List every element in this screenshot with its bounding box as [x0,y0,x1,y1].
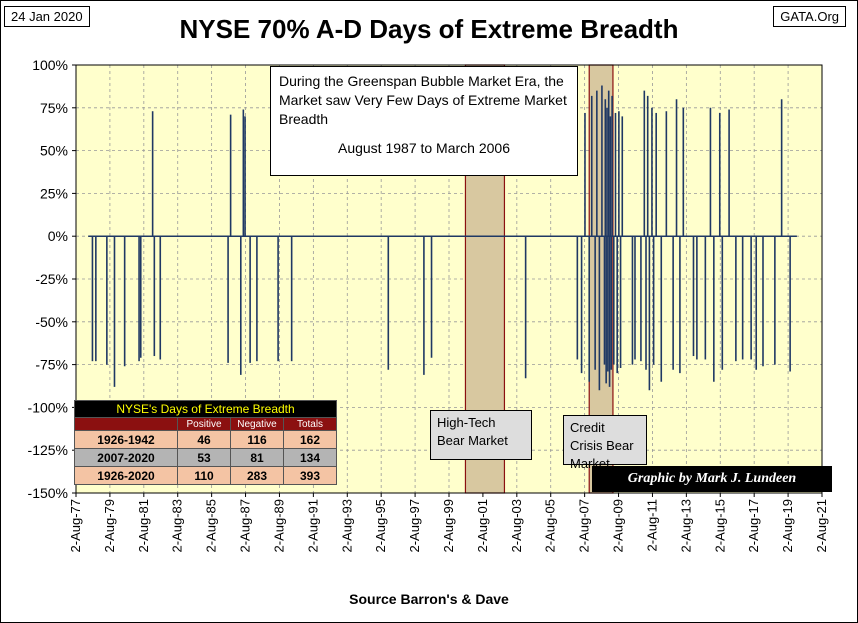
high-tech-bear-label: High-Tech Bear Market [430,410,532,460]
y-tick-label: 50% [40,143,68,159]
date-label: 24 Jan 2020 [4,6,90,27]
table-cell-period: 2007-2020 [74,448,178,467]
x-tick-label: 2-Aug-07 [577,499,592,552]
x-axis-label: Source Barron's & Dave [349,591,509,607]
x-tick-label: 2-Aug-19 [780,499,795,552]
x-tick-label: 2-Aug-89 [271,499,286,552]
table-cell-period: 1926-1942 [74,430,178,449]
breadth-table: NYSE's Days of Extreme Breadth Positive … [74,400,337,485]
table-cell-positive: 53 [177,448,231,467]
table-cell-totals: 162 [283,430,337,449]
table-row: 2007-2020 53 81 134 [74,448,337,467]
x-tick-label: 2-Aug-05 [543,499,558,552]
table-header-period [74,417,178,431]
annotation-period: August 1987 to March 2006 [337,140,510,156]
annotation-box: During the Greenspan Bubble Market Era, … [270,66,578,176]
x-tick-label: 2-Aug-93 [339,499,354,552]
y-tick-label: 100% [32,57,68,73]
table-header-positive: Positive [177,417,231,431]
table-header-row: Positive Negative Totals [74,417,337,431]
table-row: 1926-2020 110 283 393 [74,466,337,485]
annotation-text: During the Greenspan Bubble Market Era, … [279,73,567,127]
table-cell-period: 1926-2020 [74,466,178,485]
y-tick-label: 0% [48,228,68,244]
table-title: NYSE's Days of Extreme Breadth [74,400,337,418]
x-tick-label: 2-Aug-13 [678,499,693,552]
table-row: 1926-1942 46 116 162 [74,430,337,449]
x-tick-label: 2-Aug-79 [102,499,117,552]
x-tick-label: 2-Aug-83 [170,499,185,552]
x-tick-label: 2-Aug-11 [644,499,659,552]
x-tick-label: 2-Aug-81 [136,499,151,552]
x-tick-label: 2-Aug-77 [68,499,83,552]
y-tick-label: -125% [28,442,68,458]
x-tick-label: 2-Aug-95 [373,499,388,552]
y-tick-label: -150% [28,485,68,501]
x-tick-label: 2-Aug-03 [509,499,524,552]
y-tick-label: -100% [28,399,68,415]
credit-crisis-bear-label: Credit Crisis Bear Market [563,415,647,471]
table-header-totals: Totals [283,417,337,431]
x-tick-label: 2-Aug-15 [712,499,727,552]
x-tick-label: 2-Aug-91 [305,499,320,552]
x-tick-label: 2-Aug-09 [611,499,626,552]
x-tick-label: 2-Aug-97 [407,499,422,552]
y-tick-label: -50% [35,314,68,330]
table-cell-negative: 283 [230,466,284,485]
y-tick-label: 75% [40,100,68,116]
table-cell-positive: 110 [177,466,231,485]
table-cell-positive: 46 [177,430,231,449]
x-tick-label: 2-Aug-99 [441,499,456,552]
table-header-negative: Negative [230,417,284,431]
x-tick-label: 2-Aug-21 [814,499,829,552]
y-tick-label: -75% [35,357,68,373]
y-tick-label: -25% [35,271,68,287]
y-tick-label: 25% [40,185,68,201]
x-tick-label: 2-Aug-85 [204,499,219,552]
graphic-credit: Graphic by Mark J. Lundeen [592,466,832,492]
x-tick-label: 2-Aug-01 [475,499,490,552]
table-cell-totals: 134 [283,448,337,467]
table-cell-negative: 116 [230,430,284,449]
x-tick-label: 2-Aug-17 [746,499,761,552]
chart-title: NYSE 70% A-D Days of Extreme Breadth [179,14,679,44]
table-cell-totals: 393 [283,466,337,485]
x-tick-label: 2-Aug-87 [238,499,253,552]
site-label: GATA.Org [773,6,846,27]
table-cell-negative: 81 [230,448,284,467]
